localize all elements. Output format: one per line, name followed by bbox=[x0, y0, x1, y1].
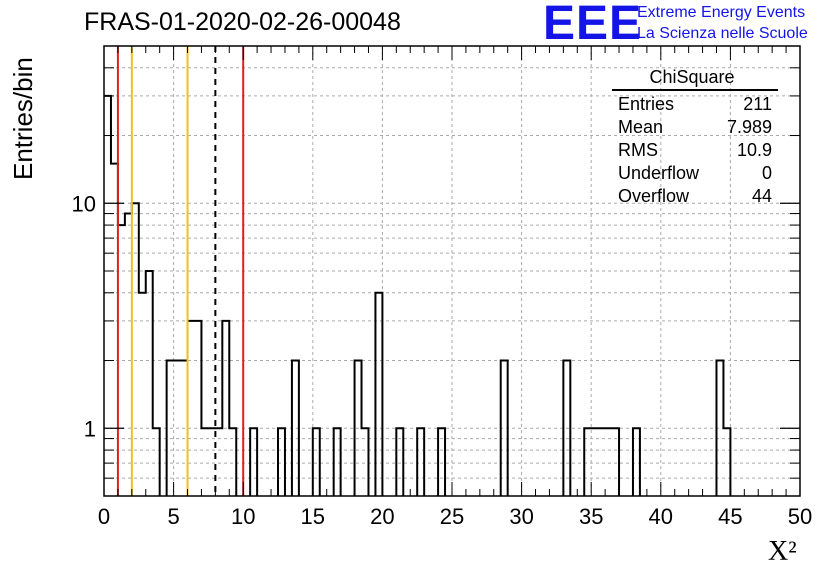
x-tick-label: 30 bbox=[509, 504, 533, 529]
stats-label: Mean bbox=[618, 117, 664, 137]
x-tick-label: 40 bbox=[649, 504, 673, 529]
x-tick-label: 25 bbox=[440, 504, 464, 529]
y-tick-label: 10 bbox=[72, 191, 96, 216]
histogram-outline bbox=[104, 94, 732, 496]
stats-row: Overflow 44 bbox=[612, 185, 772, 208]
stats-value: 0 bbox=[761, 163, 772, 183]
x-tick-label: 45 bbox=[718, 504, 742, 529]
grid-layer bbox=[104, 46, 800, 496]
stats-title: ChiSquare bbox=[649, 67, 735, 87]
stats-row: Underflow 0 bbox=[612, 162, 772, 185]
stats-value: 7.989 bbox=[726, 117, 772, 137]
x-axis-label: Χ² bbox=[768, 536, 797, 567]
x-tick-label: 50 bbox=[788, 504, 812, 529]
stats-row: Entries 211 bbox=[612, 93, 772, 116]
logo-line-1: Extreme Energy Events bbox=[637, 4, 806, 21]
marker-lines-layer bbox=[116, 46, 245, 496]
stats-label: RMS bbox=[618, 140, 658, 160]
stats-label: Underflow bbox=[618, 163, 700, 183]
stats-row: RMS 10.9 bbox=[612, 139, 772, 162]
stats-value: 211 bbox=[743, 94, 772, 114]
y-tick-label: 1 bbox=[84, 416, 96, 441]
x-tick-label: 0 bbox=[98, 504, 110, 529]
stats-row: Mean 7.989 bbox=[612, 116, 772, 139]
stats-box: ChiSquare Entries 211 Mean 7.989 RMS 10.… bbox=[612, 66, 778, 208]
eee-logo: EEE bbox=[543, 0, 643, 50]
axis-layer: 0 5 10 15 20 25 30 35 40 45 50 1 10 bbox=[72, 45, 812, 529]
x-tick-label: 15 bbox=[301, 504, 325, 529]
stats-divider bbox=[612, 89, 778, 91]
stats-label: Entries bbox=[618, 94, 675, 114]
histogram-layer bbox=[104, 94, 732, 496]
stats-label: Overflow bbox=[618, 186, 690, 206]
x-tick-label: 35 bbox=[579, 504, 603, 529]
x-tick-label: 10 bbox=[231, 504, 255, 529]
stats-value: 44 bbox=[751, 186, 772, 206]
stats-value: 10.9 bbox=[736, 140, 772, 160]
logo-line-2: La Scienza nelle Scuole bbox=[637, 25, 808, 42]
x-tick-label: 20 bbox=[370, 504, 394, 529]
x-tick-label: 5 bbox=[167, 504, 179, 529]
y-axis-label: Entries/bin bbox=[8, 57, 38, 180]
run-title: FRAS-01-2020-02-26-00048 bbox=[84, 8, 401, 36]
